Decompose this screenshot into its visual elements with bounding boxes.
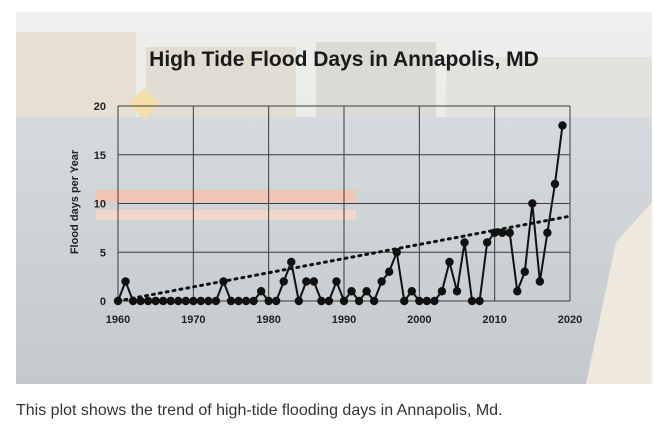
x-tick-label-3: 1990	[332, 314, 356, 326]
data-point-2012	[505, 228, 514, 237]
data-point-2011	[498, 228, 507, 237]
data-point-1995	[377, 277, 386, 286]
y-tick-label-4: 20	[94, 101, 106, 113]
flood-days-chart: 1960 1970 1980 1990 2000 2010 2020 0 5 10 15 20 Hi…	[69, 48, 582, 326]
data-point-2003	[437, 287, 447, 296]
data-point-2005	[452, 287, 462, 296]
data-point-1969	[181, 296, 190, 306]
data-point-1983	[287, 257, 296, 267]
data-point-2015	[528, 199, 537, 208]
data-point-1982	[279, 277, 288, 286]
data-point-2001	[422, 296, 432, 306]
data-point-1984	[294, 296, 303, 306]
data-point-1966	[159, 296, 168, 306]
x-tick-label-2: 1980	[256, 314, 280, 326]
chart-title: High Tide Flood Days in Annapolis, MD	[149, 48, 539, 71]
data-point-1991	[347, 287, 356, 296]
data-point-1972	[204, 296, 213, 306]
y-tick-label-3: 15	[94, 150, 106, 162]
figure-caption: This plot shows the trend of high-tide f…	[16, 402, 503, 419]
data-point-1994	[369, 296, 379, 306]
data-point-1971	[196, 296, 206, 306]
data-point-2018	[550, 179, 560, 189]
data-point-1964	[143, 296, 153, 306]
data-point-2006	[460, 238, 469, 247]
data-point-1985	[302, 277, 311, 286]
data-point-1998	[400, 296, 409, 306]
x-tick-labels: 1960 1970 1980 1990 2000 2010 2020	[106, 314, 582, 326]
y-tick-label-0: 0	[100, 296, 106, 308]
data-point-1997	[392, 248, 401, 257]
data-point-1973	[211, 296, 221, 306]
data-point-1981	[272, 296, 281, 306]
data-point-2002	[430, 296, 439, 306]
y-axis-label: Flood days per Year	[69, 149, 81, 254]
data-point-1970	[189, 296, 198, 306]
y-tick-labels: 0 5 10 15 20	[94, 101, 106, 308]
data-point-2010	[490, 228, 499, 237]
flooded-street-background	[16, 12, 652, 384]
data-point-1975	[226, 296, 236, 306]
data-point-1974	[219, 277, 228, 286]
data-point-1993	[362, 287, 371, 296]
series-line	[117, 125, 564, 305]
y-tick-label-1: 5	[100, 247, 106, 259]
data-point-1965	[151, 296, 160, 306]
data-point-1996	[385, 267, 394, 276]
x-tick-label-4: 2000	[407, 314, 431, 326]
data-point-2004	[445, 257, 454, 267]
data-point-2009	[482, 238, 492, 247]
data-point-2000	[415, 296, 424, 306]
x-tick-label-1: 1970	[181, 314, 205, 326]
data-point-1989	[332, 277, 341, 286]
data-point-1987	[317, 296, 326, 306]
data-point-2014	[520, 267, 529, 276]
data-point-1979	[256, 287, 266, 296]
data-point-1999	[407, 287, 416, 296]
data-point-2019	[558, 121, 567, 130]
data-point-1977	[241, 296, 251, 306]
data-point-2008	[475, 296, 484, 306]
data-point-2007	[467, 296, 477, 306]
data-point-1978	[249, 296, 258, 306]
grid	[117, 105, 571, 302]
data-point-1980	[264, 296, 273, 306]
data-point-1988	[324, 296, 334, 306]
data-point-2017	[543, 228, 552, 237]
data-point-1992	[354, 296, 364, 306]
x-tick-label-5: 2010	[482, 314, 506, 326]
data-point-1960	[113, 296, 123, 306]
data-point-1968	[174, 296, 183, 306]
x-tick-label-6: 2020	[558, 314, 582, 326]
data-point-1990	[339, 296, 349, 306]
y-tick-label-2: 10	[94, 199, 106, 211]
data-point-2016	[535, 277, 545, 286]
chart-figure: 1960 1970 1980 1990 2000 2010 2020 0 5 10 15 20 Hi…	[16, 12, 652, 384]
data-point-2013	[513, 287, 522, 296]
data-point-1961	[121, 277, 130, 286]
data-point-1963	[136, 296, 145, 306]
data-point-1962	[128, 296, 138, 306]
trend-line	[116, 214, 572, 303]
data-point-1976	[234, 296, 243, 306]
data-points	[113, 121, 567, 306]
x-tick-label-0: 1960	[106, 314, 130, 326]
data-point-1986	[309, 277, 319, 286]
data-point-1967	[166, 296, 175, 306]
